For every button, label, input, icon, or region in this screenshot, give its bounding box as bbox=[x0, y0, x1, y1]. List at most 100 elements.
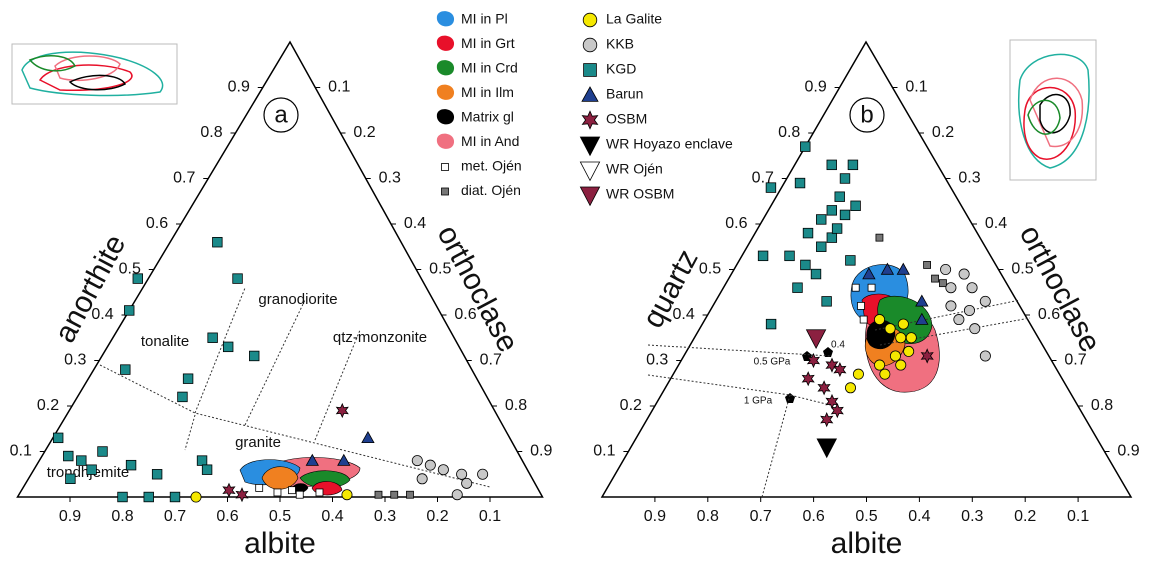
left-tick-label: 0.3 bbox=[646, 352, 668, 369]
right-tick-label: 0.5 bbox=[429, 261, 451, 278]
left-tick-label: 0.2 bbox=[37, 397, 59, 414]
field-label: 0.4 bbox=[831, 340, 845, 351]
bottom-tick-label: 0.6 bbox=[802, 508, 824, 525]
point bbox=[817, 380, 831, 396]
point bbox=[851, 283, 860, 292]
legend-swatch bbox=[583, 63, 597, 77]
point bbox=[940, 263, 952, 275]
right-tick-label: 0.3 bbox=[379, 170, 401, 187]
left-tick-label: 0.6 bbox=[725, 215, 747, 232]
point bbox=[255, 483, 264, 492]
legend-swatch bbox=[436, 11, 455, 27]
panel-badge bbox=[263, 97, 299, 133]
point bbox=[222, 482, 236, 498]
legend-label: MI in Ilm bbox=[461, 84, 514, 100]
point bbox=[151, 469, 163, 480]
bottom-tick-label: 0.3 bbox=[374, 508, 396, 525]
point bbox=[222, 341, 234, 353]
point bbox=[800, 259, 811, 271]
point bbox=[879, 368, 891, 380]
right-tick-label: 0.9 bbox=[1117, 443, 1139, 460]
right-tick-label: 0.2 bbox=[353, 124, 375, 141]
point bbox=[295, 490, 304, 499]
point bbox=[953, 314, 965, 326]
legend-label: diat. Ojén bbox=[461, 182, 521, 198]
point bbox=[177, 391, 188, 403]
point bbox=[862, 267, 876, 280]
point bbox=[831, 223, 843, 234]
point bbox=[794, 177, 806, 189]
point bbox=[816, 241, 827, 252]
bottom-tick-label: 0.2 bbox=[426, 508, 448, 525]
point bbox=[958, 268, 970, 280]
point bbox=[765, 182, 777, 193]
legend-label: MI in Grt bbox=[461, 35, 515, 51]
point bbox=[826, 205, 838, 216]
legend-swatch bbox=[436, 133, 455, 149]
right-tick-label: 0.7 bbox=[480, 352, 502, 369]
field-label: granodiorite bbox=[258, 291, 337, 308]
field-boundary bbox=[184, 414, 196, 451]
legend-label: La Galite bbox=[606, 11, 662, 27]
point bbox=[895, 332, 907, 344]
right-tick-label: 0.4 bbox=[404, 215, 426, 232]
melt-field bbox=[261, 466, 299, 490]
field-boundary bbox=[314, 329, 361, 441]
bottom-tick-label: 0.8 bbox=[697, 508, 719, 525]
bottom-tick-label: 0.4 bbox=[321, 508, 343, 525]
point bbox=[801, 371, 815, 387]
point bbox=[979, 295, 991, 307]
point bbox=[406, 490, 414, 499]
legend-label: OSBM bbox=[606, 111, 647, 127]
point bbox=[125, 459, 137, 471]
point bbox=[915, 312, 929, 325]
right-tick-label: 0.1 bbox=[905, 79, 927, 96]
point bbox=[806, 352, 821, 369]
bottom-axis-title: albite bbox=[244, 527, 316, 560]
panel-badge bbox=[849, 97, 885, 133]
point bbox=[411, 455, 423, 467]
point bbox=[341, 489, 353, 501]
right-axis-title: orthoclase bbox=[431, 220, 525, 358]
point bbox=[437, 464, 449, 476]
point bbox=[821, 296, 832, 307]
legend-label: KGD bbox=[606, 61, 636, 77]
point bbox=[477, 468, 489, 480]
legend-swatch bbox=[581, 86, 599, 102]
bottom-tick-label: 0.9 bbox=[644, 508, 666, 525]
point bbox=[820, 411, 834, 428]
point bbox=[834, 191, 845, 202]
legend-swatch bbox=[436, 35, 455, 51]
bottom-tick-label: 0.4 bbox=[908, 508, 930, 525]
legend-swatch bbox=[582, 12, 598, 28]
point bbox=[816, 214, 827, 225]
point bbox=[207, 332, 218, 343]
point bbox=[839, 173, 851, 184]
bottom-tick-label: 0.2 bbox=[1014, 508, 1036, 525]
left-tick-label: 0.4 bbox=[91, 306, 113, 323]
bottom-tick-label: 0.8 bbox=[111, 508, 133, 525]
point bbox=[117, 491, 128, 503]
point bbox=[65, 473, 76, 485]
point bbox=[895, 359, 907, 371]
bottom-tick-label: 0.7 bbox=[750, 508, 772, 525]
legend-swatch bbox=[582, 37, 598, 53]
right-tick-label: 0.5 bbox=[1011, 261, 1033, 278]
point bbox=[390, 490, 399, 499]
left-tick-label: 0.1 bbox=[593, 443, 615, 460]
point bbox=[235, 487, 249, 503]
field-label: 0.5 GPa bbox=[754, 357, 791, 368]
point bbox=[424, 459, 436, 471]
legend-label: Barun bbox=[606, 86, 643, 102]
legend-label: Matrix gl bbox=[461, 109, 514, 125]
point bbox=[945, 300, 957, 312]
right-tick-label: 0.1 bbox=[328, 79, 350, 96]
point bbox=[945, 282, 957, 294]
point bbox=[416, 473, 428, 485]
point bbox=[816, 438, 838, 459]
right-tick-label: 0.4 bbox=[985, 215, 1007, 232]
legend-label: MI in Crd bbox=[461, 60, 518, 76]
point bbox=[201, 464, 213, 475]
field-boundary bbox=[244, 299, 306, 426]
